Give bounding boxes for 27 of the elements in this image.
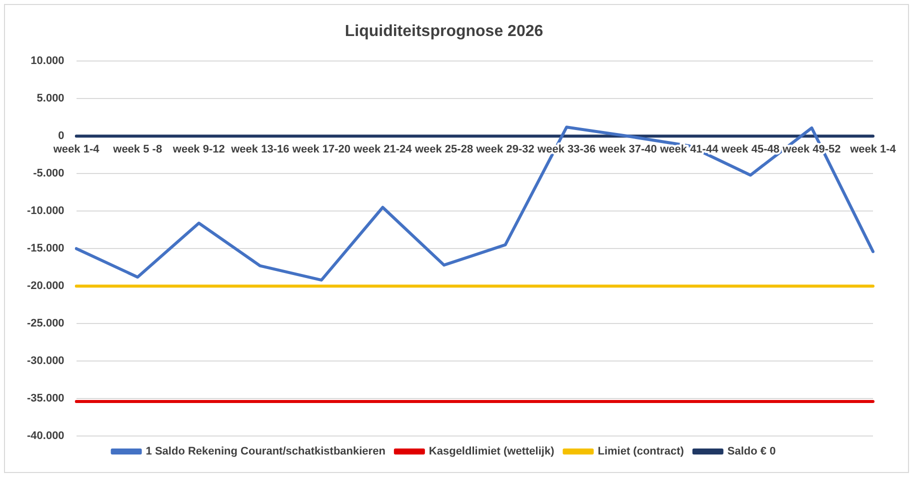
legend-label: Kasgeldlimiet (wettelijk) (428, 446, 555, 458)
y-tick-label: 0 (58, 130, 64, 142)
y-tick-label: -10.000 (26, 205, 64, 218)
y-tick-label: -20.000 (26, 280, 64, 292)
y-tick-label: 10.000 (30, 55, 64, 68)
legend-label: Saldo € 0 (727, 446, 776, 458)
chart-title: Liquiditeitsprognose 2026 (344, 23, 544, 40)
x-tick-label: week 1-4 (52, 144, 100, 156)
x-tick-label: week 17-20 (291, 144, 350, 156)
x-tick-label: week 37-40 (598, 144, 657, 156)
y-tick-label: -35.000 (26, 392, 64, 405)
legend-label: Limiet (contract) (598, 446, 684, 458)
x-tick-label: week 9-12 (172, 144, 225, 156)
x-tick-label: week 25-28 (414, 144, 474, 156)
y-tick-label: -15.000 (26, 242, 64, 255)
y-tick-label: 5.000 (36, 92, 64, 105)
x-tick-label: week 21-24 (352, 144, 413, 156)
x-tick-label: week 13-16 (230, 144, 290, 156)
x-tick-label: week 29-32 (475, 144, 534, 156)
x-tick-label: week 5 -8 (112, 144, 162, 156)
y-tick-label: -40.000 (26, 430, 64, 442)
y-tick-label: -30.000 (26, 355, 64, 368)
legend-label: 1 Saldo Rekening Courant/schatkistbankieren (146, 446, 386, 458)
x-tick-label: week 1-4 (849, 144, 897, 156)
y-tick-label: -25.000 (26, 318, 64, 330)
y-tick-label: -5.000 (33, 168, 64, 180)
x-tick-label: week 45-48 (720, 144, 780, 156)
